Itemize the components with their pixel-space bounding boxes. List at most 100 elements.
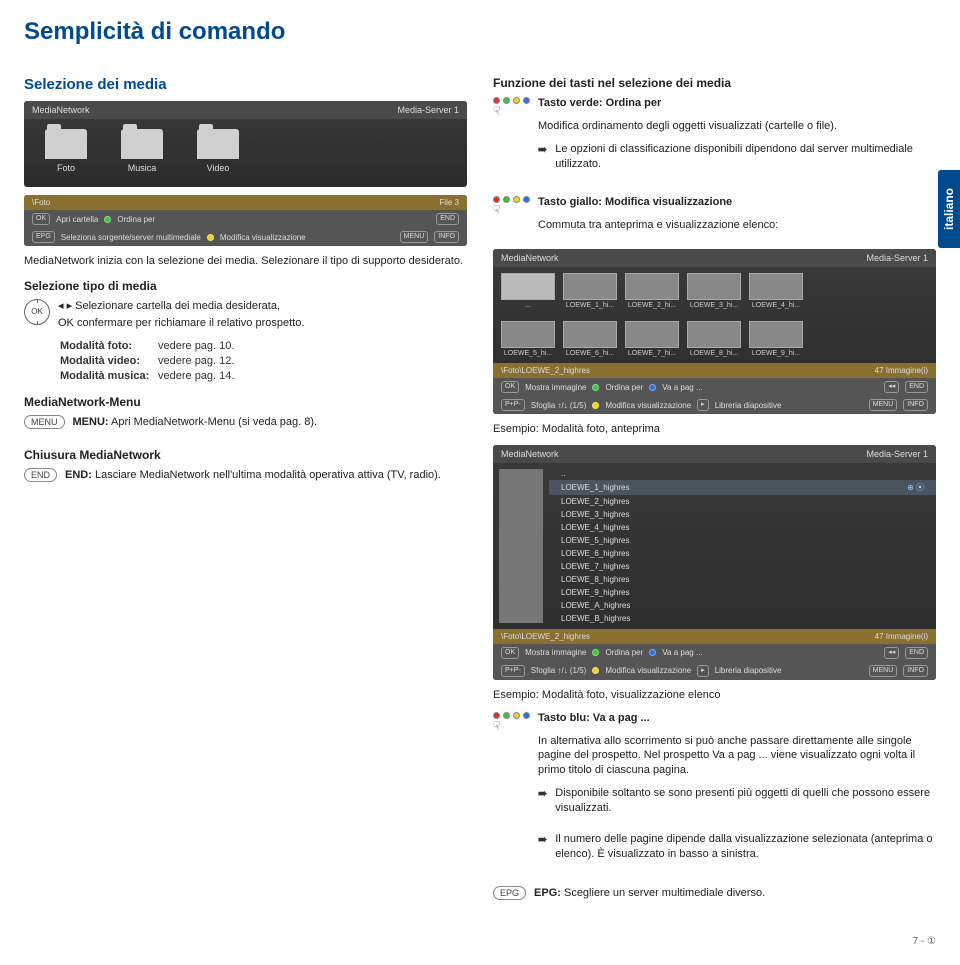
folder-video[interactable]: Video — [190, 129, 246, 173]
blue-key-label: Tasto blu: Va a pag ... — [538, 711, 936, 726]
list-item[interactable]: LOEWE_8_highres — [549, 573, 936, 586]
action-label: Seleziona sorgente/server multimediale — [61, 233, 201, 242]
list-item[interactable]: LOEWE_9_highres — [549, 586, 936, 599]
list-item[interactable]: LOEWE_6_highres — [549, 547, 936, 560]
thumb-item[interactable]: LOEWE_3_hi... — [687, 273, 741, 309]
blue-note: Disponibile soltanto se sono presenti pi… — [555, 786, 936, 816]
yellow-dot-icon — [207, 234, 214, 241]
thumb-item[interactable]: LOEWE_5_hi... — [501, 321, 555, 357]
green-dot-icon — [592, 384, 599, 391]
media-panel-actions: \Foto File 3 OK Apri cartella Ordina per… — [24, 195, 467, 246]
breadcrumb: \Foto\LOEWE_2_highres — [501, 366, 590, 375]
list-panel: MediaNetwork Media-Server 1 .. LOEWE_1_h… — [493, 445, 936, 680]
epg-key: EPG — [493, 886, 526, 900]
instruction-line: OK confermare per richiamare il relativo… — [58, 316, 304, 331]
action-label: Ordina per — [117, 215, 155, 224]
list-item[interactable]: LOEWE_2_highres — [549, 495, 936, 508]
subsection-heading: Selezione tipo di media — [24, 279, 467, 293]
action-label: Sfoglia ↑/↓ (1/5) — [531, 401, 587, 410]
info-chip: INFO — [903, 665, 928, 677]
thumb-item[interactable]: LOEWE_1_hi... — [563, 273, 617, 309]
info-chip: INFO — [434, 231, 459, 243]
spec-val: vedere pag. 12. — [158, 354, 234, 369]
panel-title: MediaNetwork — [32, 105, 90, 115]
action-label: Modifica visualizzazione — [220, 233, 306, 242]
thumb-item[interactable]: LOEWE_9_hi... — [749, 321, 803, 357]
list-item[interactable]: LOEWE_1_highres⊕ ⦿ — [549, 480, 936, 495]
end-chip: END — [905, 647, 928, 659]
list-item[interactable]: LOEWE_4_highres — [549, 521, 936, 534]
page-footer: 7 - ① — [24, 936, 936, 947]
file-count: File 3 — [439, 198, 459, 207]
green-dot-icon — [592, 649, 599, 656]
spec-key: Modalità video: — [60, 354, 152, 369]
language-tab: italiano — [938, 170, 960, 248]
color-keys-icon: ☟ — [493, 711, 530, 733]
image-count: 47 Immagine(i) — [875, 366, 928, 375]
pip-chip: P+P- — [501, 399, 525, 411]
right-column: Funzione dei tasti nel selezione dei med… — [493, 66, 936, 916]
intro-text: MediaNetwork inizia con la selezione dei… — [24, 254, 467, 269]
thumb-item[interactable]: ... — [501, 273, 555, 309]
hand-icon: ☟ — [493, 719, 530, 733]
action-label: Mostra immagine — [525, 648, 586, 657]
end-chip: END — [905, 381, 928, 393]
section-heading: Funzione dei tasti nel selezione dei med… — [493, 76, 936, 90]
list-item[interactable]: LOEWE_A_highres — [549, 599, 936, 612]
action-label: Modifica visualizzazione — [605, 666, 691, 675]
arrow-icon: ➠ — [538, 787, 547, 800]
ok-chip: OK — [501, 647, 519, 659]
hand-icon: ☟ — [493, 104, 530, 118]
instruction-line: ◂ ▸ Selezionare cartella dei media desid… — [58, 299, 304, 314]
epg-text: EPG: Scegliere un server multimediale di… — [534, 886, 765, 901]
blue-dot-icon — [649, 649, 656, 656]
menu-chip: MENU — [400, 231, 429, 243]
list-item[interactable]: .. — [549, 467, 936, 480]
panel-title: MediaNetwork — [501, 253, 559, 263]
list-item[interactable]: LOEWE_3_highres — [549, 508, 936, 521]
thumb-item[interactable]: LOEWE_4_hi... — [749, 273, 803, 309]
folder-musica[interactable]: Musica — [114, 129, 170, 173]
ok-chip: OK — [32, 213, 50, 225]
action-label: Libreria diapositive — [715, 666, 782, 675]
action-label: Ordina per — [605, 383, 643, 392]
thumb-item[interactable]: LOEWE_7_hi... — [625, 321, 679, 357]
color-keys-icon: ☟ — [493, 96, 530, 118]
subsection-heading: Chiusura MediaNetwork — [24, 448, 467, 462]
left-column: Selezione dei media MediaNetwork Media-S… — [24, 66, 467, 916]
yellow-key-body: Commuta tra anteprima e visualizzazione … — [538, 218, 778, 233]
list-item[interactable]: LOEWE_5_highres — [549, 534, 936, 547]
panel-title: MediaNetwork — [501, 449, 559, 459]
ok-button-icon: OK — [24, 299, 50, 325]
folder-foto[interactable]: Foto — [38, 129, 94, 173]
list-item[interactable]: LOEWE_7_highres — [549, 560, 936, 573]
yellow-dot-icon — [592, 667, 599, 674]
action-label: Va a pag ... — [662, 383, 702, 392]
info-chip: INFO — [903, 399, 928, 411]
ok-chip: OK — [501, 381, 519, 393]
epg-chip: EPG — [32, 231, 55, 243]
list-item[interactable]: LOEWE_B_highres — [549, 612, 936, 625]
spec-val: vedere pag. 10. — [158, 339, 234, 354]
green-key-label: Tasto verde: Ordina per — [538, 96, 936, 111]
breadcrumb: \Foto\LOEWE_2_highres — [501, 632, 590, 641]
end-chip: END — [436, 213, 459, 225]
yellow-dot-icon — [592, 402, 599, 409]
panel-server: Media-Server 1 — [866, 449, 928, 459]
action-label: Ordina per — [605, 648, 643, 657]
spec-key: Modalità foto: — [60, 339, 152, 354]
breadcrumb: \Foto — [32, 198, 50, 207]
folder-label: Musica — [128, 163, 157, 173]
pip-chip: P+P- — [501, 665, 525, 677]
thumb-item[interactable]: LOEWE_6_hi... — [563, 321, 617, 357]
thumb-item[interactable]: LOEWE_8_hi... — [687, 321, 741, 357]
thumb-item[interactable]: LOEWE_2_hi... — [625, 273, 679, 309]
spec-val: vedere pag. 14. — [158, 369, 234, 384]
folder-label: Foto — [57, 163, 75, 173]
hand-icon: ☟ — [493, 203, 530, 217]
menu-chip: MENU — [869, 399, 898, 411]
media-panel-folders: MediaNetwork Media-Server 1 Foto Musica … — [24, 101, 467, 187]
example-caption: Esempio: Modalità foto, visualizzazione … — [493, 688, 936, 703]
action-label: Mostra immagine — [525, 383, 586, 392]
end-key: END — [24, 468, 57, 482]
